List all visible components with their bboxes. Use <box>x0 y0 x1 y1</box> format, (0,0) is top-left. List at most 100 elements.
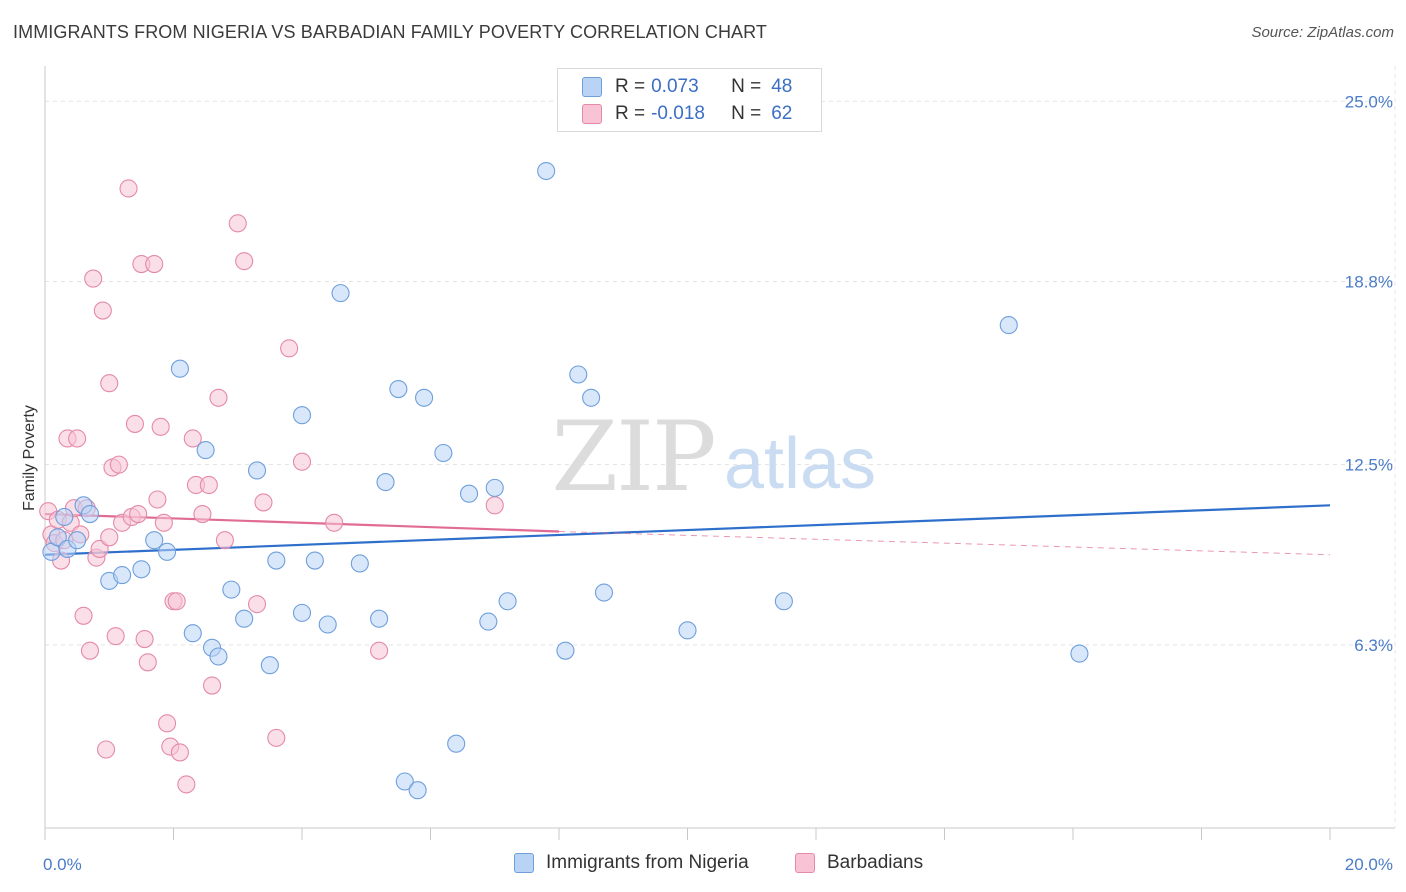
nigeria-point <box>350 554 369 573</box>
nigeria-point <box>415 388 434 407</box>
nigeria-point <box>209 647 228 666</box>
nigeria-point <box>145 531 164 550</box>
barbadians-point <box>199 475 218 495</box>
nigeria-point <box>594 583 614 602</box>
nigeria-point <box>132 560 151 579</box>
barbadians-point <box>228 214 247 233</box>
barbadians-point <box>158 714 177 733</box>
n-label: N = <box>731 76 762 97</box>
nigeria-point <box>260 656 279 675</box>
barbadians-point <box>485 496 504 515</box>
barbadians-point <box>292 452 312 471</box>
series-legend: Immigrants from Nigeria Barbadians <box>0 852 1406 878</box>
barbadians-point <box>280 339 299 358</box>
y-tick-label: 25.0% <box>1345 92 1393 111</box>
x-tick-label: 0.0% <box>43 855 82 874</box>
chart-title: IMMIGRANTS FROM NIGERIA VS BARBADIAN FAM… <box>13 22 768 42</box>
barbadians-point <box>215 531 234 550</box>
barbadians-point <box>170 743 189 762</box>
nigeria-point <box>434 443 453 463</box>
barbadians-point <box>119 179 138 198</box>
nigeria-point <box>235 609 254 628</box>
barbadians-point <box>254 493 273 512</box>
nigeria-point <box>582 388 601 407</box>
nigeria-point <box>447 734 466 753</box>
barbadians-point <box>125 414 144 433</box>
y-tick-label: 18.8% <box>1345 272 1393 291</box>
legend-row-barbadians: R = -0.018 N = 62 <box>582 101 792 127</box>
barbadians-point <box>325 513 344 532</box>
r-value: -0.018 <box>651 103 705 124</box>
barbadians-point <box>100 374 119 393</box>
watermark-atlas: atlas <box>724 424 876 504</box>
legend-item-barbadians[interactable]: Barbadians <box>795 852 923 874</box>
n-value: 62 <box>771 103 793 124</box>
nigeria-point <box>537 161 556 181</box>
barbadians-point <box>193 504 212 524</box>
nigeria-point <box>158 542 177 561</box>
nigeria-point <box>389 379 408 399</box>
nigeria-point <box>498 592 517 611</box>
barbadians-point <box>370 641 389 660</box>
correlation-legend: R = 0.073 N = 48 R = -0.018 N = 62 <box>557 68 822 132</box>
barbadians-points <box>39 179 504 794</box>
nigeria-point <box>48 528 67 547</box>
legend-row-nigeria: R = 0.073 N = 48 <box>582 74 792 100</box>
nigeria-point <box>331 284 350 303</box>
nigeria-point <box>479 612 498 631</box>
nigeria-point <box>183 624 202 643</box>
legend-label-barbadians: Barbadians <box>827 852 924 873</box>
nigeria-point <box>569 365 588 384</box>
barbadians-point <box>93 301 112 320</box>
nigeria-point <box>113 566 132 585</box>
barbadians-trend-extension <box>558 530 1331 556</box>
barbadians-point <box>90 539 109 558</box>
grid-lines <box>45 100 1395 646</box>
barbadians-point <box>167 592 186 611</box>
barbadians-point <box>209 388 228 407</box>
barbadians-point <box>96 740 116 759</box>
n-value: 48 <box>771 76 793 97</box>
nigeria-point <box>267 551 286 570</box>
nigeria-point <box>247 461 267 480</box>
tick-labels: 6.3% 12.5% 18.8% 25.0% 0.0% 20.0% <box>43 92 1393 874</box>
nigeria-point <box>80 504 100 524</box>
nigeria-point <box>305 551 324 570</box>
nigeria-point <box>774 592 793 611</box>
nigeria-point <box>459 484 479 503</box>
barbadians-point <box>247 595 267 614</box>
blue-swatch <box>514 853 534 873</box>
barbadians-point <box>151 417 170 436</box>
nigeria-point <box>999 316 1018 335</box>
legend-item-nigeria[interactable]: Immigrants from Nigeria <box>514 852 749 874</box>
nigeria-point <box>292 603 312 622</box>
nigeria-point <box>55 507 74 527</box>
watermark: ZIP atlas <box>551 401 876 513</box>
nigeria-point <box>222 580 241 599</box>
r-value: 0.073 <box>651 76 699 97</box>
nigeria-point <box>292 406 312 425</box>
barbadians-point <box>68 429 87 448</box>
nigeria-point <box>1070 644 1089 663</box>
barbadians-point <box>109 455 128 474</box>
x-tick-label: 20.0% <box>1345 855 1393 874</box>
nigeria-points <box>42 161 1089 800</box>
nigeria-point <box>376 473 395 492</box>
barbadians-point <box>135 629 154 649</box>
barbadians-point <box>267 728 286 747</box>
barbadians-point <box>235 252 254 271</box>
y-tick-label: 6.3% <box>1354 636 1393 655</box>
barbadians-point <box>74 606 93 625</box>
nigeria-point <box>170 359 189 378</box>
barbadians-point <box>100 528 119 547</box>
barbadians-point <box>106 627 125 646</box>
barbadians-point <box>203 676 222 695</box>
axes <box>44 66 1396 840</box>
pink-swatch <box>582 104 602 124</box>
nigeria-point <box>196 441 215 460</box>
barbadians-point <box>80 641 100 660</box>
nigeria-point <box>408 781 427 800</box>
nigeria-point <box>678 621 697 640</box>
barbadians-point <box>154 513 173 532</box>
